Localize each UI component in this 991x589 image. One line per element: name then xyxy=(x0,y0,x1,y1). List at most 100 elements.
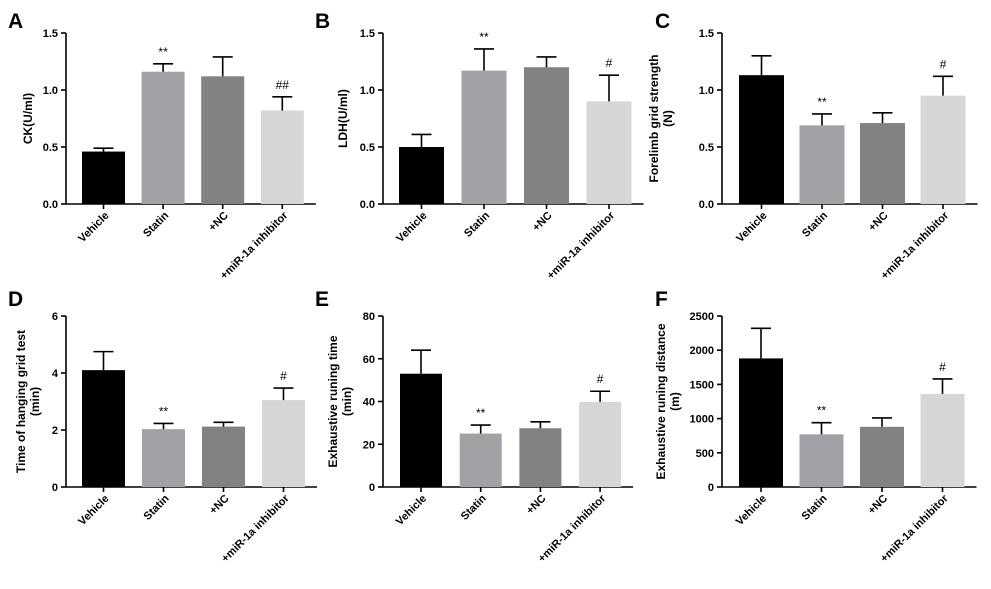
panel-a: A 0.0 0.5 1.0 1.5 CK(U/ml) Vehicle ** Statin +NC #… xyxy=(8,10,316,282)
y-axis-title: (N) xyxy=(661,110,675,127)
x-category-label: +miR-1a inhibitor xyxy=(219,492,292,565)
panel-letter: E xyxy=(315,288,329,311)
x-category-label: Statin xyxy=(141,209,171,239)
bar xyxy=(141,71,185,204)
bar xyxy=(739,75,784,205)
panel-letter: B xyxy=(315,10,330,33)
x-category-label: +NC xyxy=(207,493,231,517)
y-tick-label: 500 xyxy=(696,448,714,460)
y-tick-label: 1.5 xyxy=(360,28,375,40)
y-tick-label: 20 xyxy=(363,439,375,451)
y-tick-label: 1.0 xyxy=(360,85,375,97)
bar xyxy=(524,67,569,204)
x-category-label: Statin xyxy=(459,492,489,522)
y-axis-title: Time of hanging grid test xyxy=(14,330,28,473)
bar xyxy=(459,433,502,487)
x-category-label: +NC xyxy=(866,493,890,517)
y-tick-label: 0.0 xyxy=(43,199,58,211)
significance-label: ## xyxy=(276,78,290,92)
bar xyxy=(461,70,507,205)
bar xyxy=(920,393,965,487)
bar xyxy=(400,373,442,487)
y-tick-label: 0 xyxy=(369,482,375,494)
panel-c: C 0.0 0.5 1.0 1.5 Forelimb grid strength (N) Ve… xyxy=(647,10,978,282)
y-axis-title: LDH(U/ml) xyxy=(336,89,350,148)
x-category-label: Vehicle xyxy=(76,210,111,245)
x-category-label: Vehicle xyxy=(734,493,769,528)
y-tick-label: 1.0 xyxy=(43,85,58,97)
significance-label: # xyxy=(597,372,604,386)
significance-label: # xyxy=(940,57,947,71)
bar xyxy=(82,151,125,204)
bar xyxy=(586,101,632,204)
y-tick-label: 0.5 xyxy=(699,142,714,154)
y-axis-title: (m) xyxy=(668,392,682,411)
y-tick-label: 80 xyxy=(363,311,375,323)
y-axis-title: CK(U/ml) xyxy=(21,93,35,144)
y-axis-title: Exhaustive runing distance xyxy=(654,323,668,479)
panel-letter: C xyxy=(655,10,670,33)
x-category-label: +NC xyxy=(207,210,231,234)
bar xyxy=(739,358,783,487)
y-tick-label: 1.5 xyxy=(699,28,714,40)
y-tick-label: 0 xyxy=(708,482,714,494)
y-tick-label: 0.0 xyxy=(699,199,714,211)
y-tick-label: 0.5 xyxy=(43,142,58,154)
x-category-label: Vehicle xyxy=(394,493,429,528)
bar xyxy=(799,434,844,487)
x-category-label: +NC xyxy=(866,210,890,234)
y-axis-title: (min) xyxy=(28,387,42,416)
y-tick-label: 2000 xyxy=(690,345,714,357)
bar xyxy=(519,428,562,487)
x-category-label: +miR-1a inhibitor xyxy=(879,209,952,282)
y-tick-label: 1.5 xyxy=(43,28,58,40)
y-tick-label: 1000 xyxy=(690,414,714,426)
y-axis-title: (min) xyxy=(340,387,354,416)
x-category-label: Vehicle xyxy=(394,210,429,245)
bar xyxy=(262,400,305,487)
bar xyxy=(202,426,245,487)
x-category-label: Statin xyxy=(462,209,492,239)
panel-b: B 0.0 0.5 1.0 1.5 LDH(U/ml) Vehicle ** Statin +NC… xyxy=(315,10,644,282)
significance-label: # xyxy=(280,369,287,383)
y-tick-label: 0.5 xyxy=(360,142,375,154)
bar xyxy=(579,401,622,487)
bar xyxy=(860,426,904,487)
bar xyxy=(399,147,444,204)
panel-letter: D xyxy=(8,288,23,311)
panel-letter: A xyxy=(8,10,23,33)
x-category-label: Statin xyxy=(800,492,830,522)
y-tick-label: 4 xyxy=(52,368,59,380)
x-category-label: +NC xyxy=(530,210,554,234)
x-category-label: Vehicle xyxy=(76,493,111,528)
bar xyxy=(799,125,845,204)
panel-letter: F xyxy=(655,288,668,311)
significance-label: ** xyxy=(817,95,827,109)
significance-label: ** xyxy=(817,404,827,418)
y-tick-label: 0.0 xyxy=(360,199,375,211)
y-axis-title: Exhaustive runing time xyxy=(326,335,340,467)
significance-label: ** xyxy=(159,404,169,418)
x-category-label: +NC xyxy=(524,493,548,517)
bar xyxy=(260,110,304,204)
y-tick-label: 40 xyxy=(363,397,375,409)
y-tick-label: 0 xyxy=(52,482,58,494)
y-tick-label: 1.0 xyxy=(699,85,714,97)
bar xyxy=(201,76,245,204)
significance-label: ** xyxy=(476,406,486,420)
y-tick-label: 1500 xyxy=(690,379,714,391)
significance-label: # xyxy=(939,360,946,374)
x-category-label: Statin xyxy=(142,492,172,522)
y-tick-label: 2500 xyxy=(690,311,714,323)
y-tick-label: 2 xyxy=(52,425,58,437)
x-category-label: +miR-1a inhibitor xyxy=(536,492,609,565)
x-category-label: +miR-1a inhibitor xyxy=(545,209,618,282)
bar xyxy=(82,370,125,487)
x-category-label: Vehicle xyxy=(734,210,769,245)
significance-label: ** xyxy=(479,30,489,44)
y-tick-label: 60 xyxy=(363,354,375,366)
x-category-label: +miR-1a inhibitor xyxy=(878,492,951,565)
significance-label: # xyxy=(606,56,613,70)
